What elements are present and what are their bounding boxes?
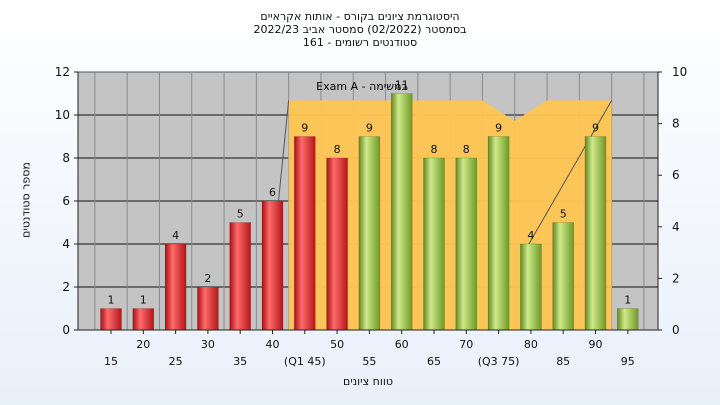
x-tick-label: 80 xyxy=(524,338,538,351)
bar-value-label: 8 xyxy=(463,143,470,156)
y-tick-label: 0 xyxy=(62,323,70,337)
y2-tick-label: 10 xyxy=(672,65,687,79)
x-tick-label: 15 xyxy=(104,355,118,368)
x-axis-title: טווח ציונים xyxy=(343,375,393,388)
bar-value-label: 9 xyxy=(366,122,373,135)
title-line-1: היסטוגרמת ציונים בקורס - אותות אקראיים xyxy=(260,10,460,23)
bar-value-label: 9 xyxy=(592,122,599,135)
bar-65 xyxy=(423,157,445,331)
bar-value-label: 4 xyxy=(527,229,534,242)
bar-15 xyxy=(100,308,122,331)
bar-value-label: 8 xyxy=(334,143,341,156)
bar-value-label: 6 xyxy=(269,186,276,199)
bar-80 xyxy=(520,243,542,331)
y-tick-label: 10 xyxy=(55,108,70,122)
y2-tick-label: 8 xyxy=(672,117,680,131)
bar-value-label: 11 xyxy=(395,79,409,92)
y-tick-label: 8 xyxy=(62,151,70,165)
y-tick-label: 12 xyxy=(55,65,70,79)
bar-70 xyxy=(455,157,478,331)
y-axis-right: 0 2 4 6 8 10 xyxy=(657,65,687,337)
overlay-connector xyxy=(528,100,613,245)
x-tick-label: 25 xyxy=(169,355,183,368)
y2-tick-label: 2 xyxy=(672,271,680,285)
bar-50 xyxy=(326,157,348,331)
y-tick-label: 2 xyxy=(62,280,70,294)
bar-145 xyxy=(294,136,316,331)
overlay-series-label: Exam A - במשימה xyxy=(316,80,408,93)
bar-25 xyxy=(164,243,187,331)
x-tick-label: 90 xyxy=(589,338,603,351)
title-line-2: בסמסטר (02/2022) סמסטר אביב 2022/23 xyxy=(253,23,467,36)
bar-value-label: 5 xyxy=(560,208,567,221)
bar-40 xyxy=(261,200,284,331)
bar-375 xyxy=(487,136,510,331)
x-tick-label: 40 xyxy=(266,338,280,351)
chart-title: היסטוגרמת ציונים בקורס - אותות אקראיים ב… xyxy=(0,10,720,49)
x-tick-label: 55 xyxy=(362,355,376,368)
y-axis-left: 0 2 4 6 8 10 12 xyxy=(55,65,79,337)
title-line-3: סטודנטים רשומים - 161 xyxy=(302,36,418,49)
bar-30 xyxy=(197,286,219,331)
y2-tick-label: 4 xyxy=(672,220,680,234)
x-tick-label: 35 xyxy=(233,355,247,368)
y-axis-title: מספר סטודנטים xyxy=(19,162,33,238)
x-tick-label: 85 xyxy=(556,355,570,368)
bar-20 xyxy=(132,308,155,331)
bar-95 xyxy=(617,308,639,331)
bar-value-label: 1 xyxy=(624,294,631,307)
bar-90 xyxy=(584,136,607,331)
bar-series xyxy=(100,93,639,331)
x-tick-label: 20 xyxy=(136,338,150,351)
bar-value-label: 9 xyxy=(301,122,308,135)
x-tick-label: (Q3 75) xyxy=(478,355,520,368)
overlay-connector xyxy=(278,100,290,202)
bar-value-label: 1 xyxy=(140,294,147,307)
y-tick-label: 4 xyxy=(62,237,70,251)
bar-85 xyxy=(552,222,574,331)
bar-value-label: 9 xyxy=(495,122,502,135)
bar-55 xyxy=(358,136,381,331)
bar-35 xyxy=(229,222,251,331)
y2-tick-label: 0 xyxy=(672,323,680,337)
y-tick-label: 6 xyxy=(62,194,70,208)
x-tick-label: (Q1 45) xyxy=(284,355,326,368)
x-tick-label: 95 xyxy=(621,355,635,368)
x-tick-label: 30 xyxy=(201,338,215,351)
bar-value-label: 4 xyxy=(172,229,179,242)
x-tick-label: 70 xyxy=(459,338,473,351)
x-tick-label: 60 xyxy=(395,338,409,351)
bar-value-label: 8 xyxy=(431,143,438,156)
bar-value-label: 2 xyxy=(204,272,211,285)
x-tick-label: 50 xyxy=(330,338,344,351)
x-tick-label: 65 xyxy=(427,355,441,368)
x-axis: 15 20 25 30 35 40 (Q1 45) 50 55 60 65 70 (Q3 75) 80 85… xyxy=(78,329,658,368)
bar-60 xyxy=(390,93,413,331)
bar-value-label: 5 xyxy=(237,208,244,221)
y2-tick-label: 6 xyxy=(672,168,680,182)
bar-value-label: 1 xyxy=(108,294,115,307)
